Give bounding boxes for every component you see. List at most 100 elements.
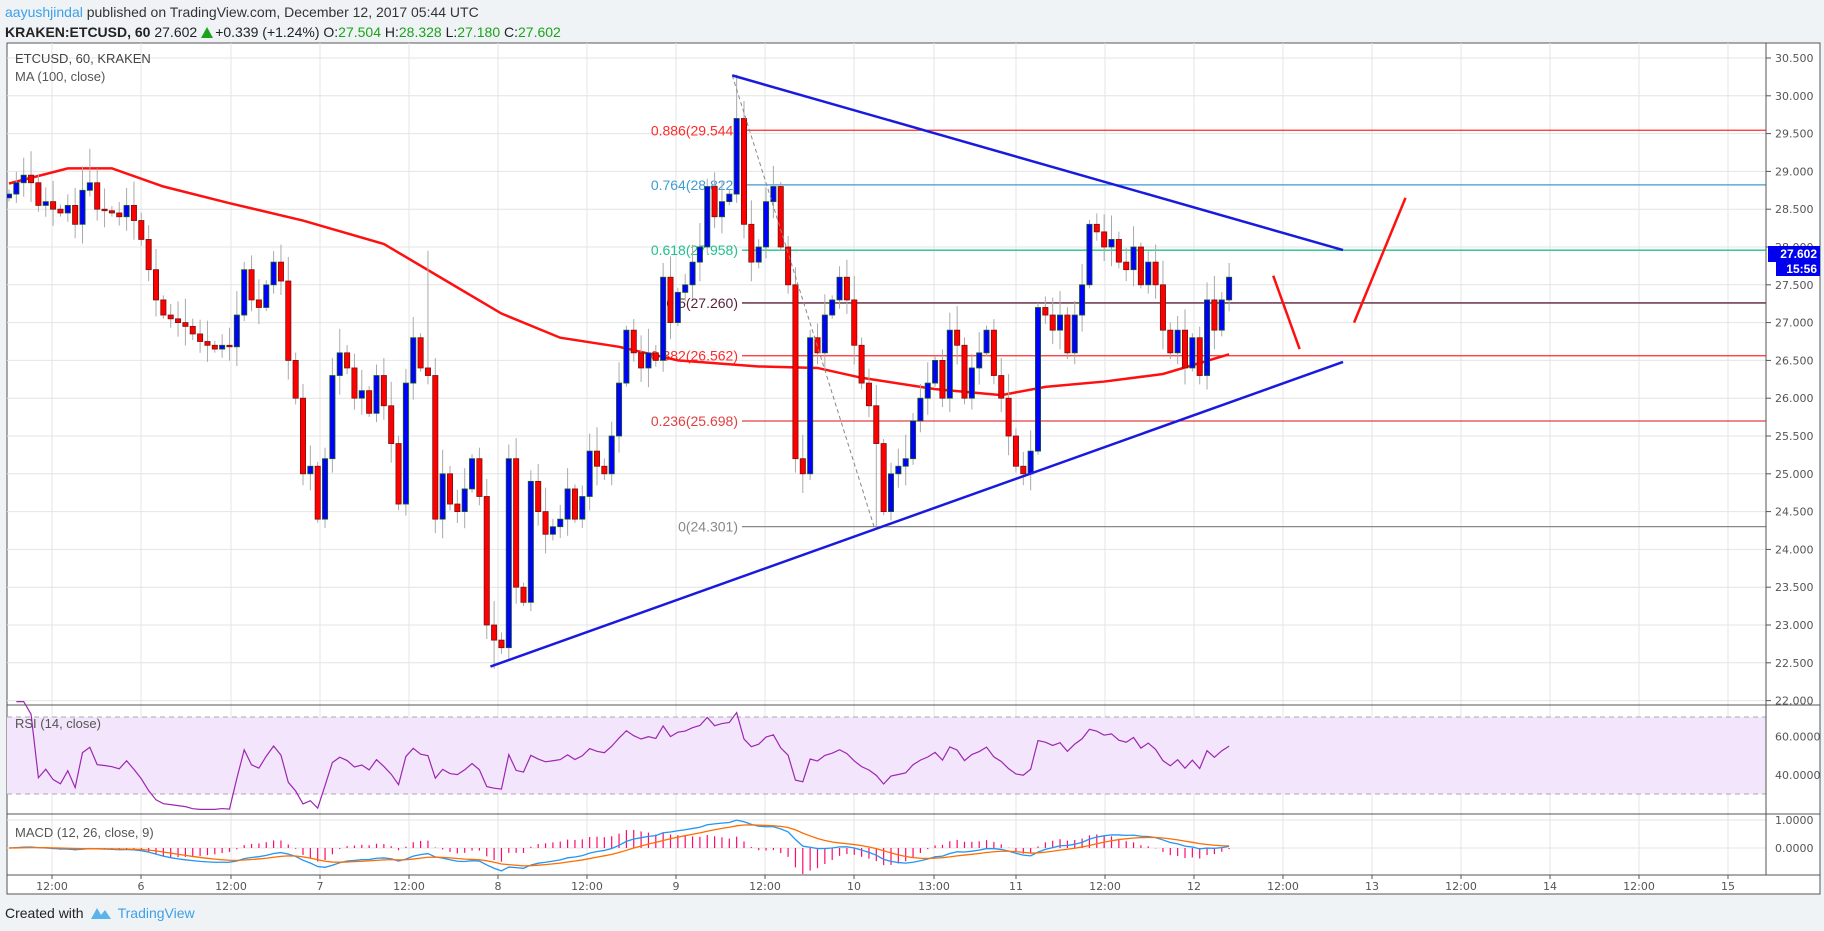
candle[interactable] <box>388 381 395 463</box>
candle[interactable] <box>770 165 777 219</box>
candle[interactable] <box>160 295 167 319</box>
candle[interactable] <box>505 444 512 660</box>
macd-pane[interactable] <box>8 819 1230 874</box>
candle[interactable] <box>983 325 990 357</box>
candle[interactable] <box>630 319 637 362</box>
candle[interactable] <box>741 100 748 239</box>
candle[interactable] <box>380 358 387 420</box>
candle[interactable] <box>1159 260 1166 350</box>
candle[interactable] <box>888 462 895 521</box>
candle[interactable] <box>299 383 306 486</box>
candle[interactable] <box>733 74 740 203</box>
candle[interactable] <box>1218 292 1225 337</box>
candle[interactable] <box>233 291 240 366</box>
candle[interactable] <box>1174 315 1181 365</box>
candle[interactable] <box>682 273 689 302</box>
candle[interactable] <box>513 437 520 604</box>
candle[interactable] <box>101 188 108 228</box>
candle[interactable] <box>917 383 924 433</box>
candle[interactable] <box>255 279 262 325</box>
candle[interactable] <box>645 328 652 388</box>
candle[interactable] <box>417 333 424 372</box>
candle[interactable] <box>1152 244 1159 299</box>
candle[interactable] <box>998 358 1005 413</box>
candle[interactable] <box>189 318 196 341</box>
candle[interactable] <box>270 251 277 294</box>
candle[interactable] <box>358 369 365 415</box>
candle[interactable] <box>674 287 681 327</box>
candle[interactable] <box>924 362 931 415</box>
candle[interactable] <box>608 421 615 486</box>
candle[interactable] <box>307 445 314 491</box>
candle[interactable] <box>1167 322 1174 360</box>
candle[interactable] <box>755 239 762 269</box>
candle[interactable] <box>410 316 417 400</box>
candle[interactable] <box>373 364 380 423</box>
author-link[interactable]: aayushjindal <box>5 4 83 20</box>
candle[interactable] <box>667 256 674 340</box>
candle[interactable] <box>1204 282 1211 390</box>
candle[interactable] <box>954 306 961 365</box>
support-trendline[interactable] <box>490 360 1344 668</box>
candle[interactable] <box>946 312 953 413</box>
candle[interactable] <box>446 466 453 511</box>
candle[interactable] <box>1196 326 1203 385</box>
candle[interactable] <box>1064 307 1071 360</box>
candle[interactable] <box>226 327 233 361</box>
candle[interactable] <box>402 368 409 516</box>
candle[interactable] <box>439 449 446 539</box>
candle[interactable] <box>50 180 57 226</box>
candle[interactable] <box>807 329 814 481</box>
candle[interactable] <box>880 439 887 516</box>
candle[interactable] <box>277 244 284 296</box>
candle[interactable] <box>777 181 784 251</box>
candle[interactable] <box>623 325 630 387</box>
candle[interactable] <box>432 358 439 534</box>
candle[interactable] <box>1057 291 1064 350</box>
candle[interactable] <box>616 362 623 453</box>
candle[interactable] <box>748 200 755 282</box>
candle[interactable] <box>865 368 872 418</box>
candle[interactable] <box>197 319 204 353</box>
candle[interactable] <box>895 448 902 488</box>
candle[interactable] <box>1086 219 1093 289</box>
candle[interactable] <box>586 433 593 511</box>
candle[interactable] <box>145 225 152 282</box>
candle[interactable] <box>79 166 86 244</box>
red-arrow-down[interactable] <box>1272 275 1301 350</box>
candle[interactable] <box>571 484 578 523</box>
candle[interactable] <box>1005 374 1012 456</box>
candle[interactable] <box>469 454 476 493</box>
candle[interactable] <box>1211 275 1218 350</box>
candle[interactable] <box>292 352 299 405</box>
candle[interactable] <box>638 335 645 382</box>
candle[interactable] <box>763 187 770 259</box>
candle[interactable] <box>461 468 468 529</box>
candle[interactable] <box>579 485 586 528</box>
candle[interactable] <box>167 304 174 328</box>
candle[interactable] <box>35 174 42 212</box>
candle[interactable] <box>263 280 270 312</box>
candle[interactable] <box>483 478 490 639</box>
candle[interactable] <box>549 518 556 541</box>
candle[interactable] <box>594 427 601 486</box>
candle[interactable] <box>836 266 843 309</box>
candle[interactable] <box>175 301 182 337</box>
candle[interactable] <box>821 294 828 370</box>
candle[interactable] <box>13 171 20 203</box>
candle[interactable] <box>64 194 71 222</box>
candle[interactable] <box>1123 247 1130 282</box>
candle[interactable] <box>652 345 659 367</box>
candle[interactable] <box>718 180 725 234</box>
candle[interactable] <box>336 328 343 395</box>
candle[interactable] <box>329 358 336 473</box>
candle[interactable] <box>1137 242 1144 289</box>
fib-anchor-line[interactable] <box>731 75 875 527</box>
candle[interactable] <box>108 206 115 217</box>
candle[interactable] <box>858 337 865 390</box>
candle[interactable] <box>696 223 703 282</box>
candle[interactable] <box>491 601 498 669</box>
candle[interactable] <box>1115 231 1122 269</box>
axes[interactable]: 12:00 6 12:00 7 12:00 8 12:00 9 12:00 10 13:00 11 12… <box>36 52 1820 893</box>
